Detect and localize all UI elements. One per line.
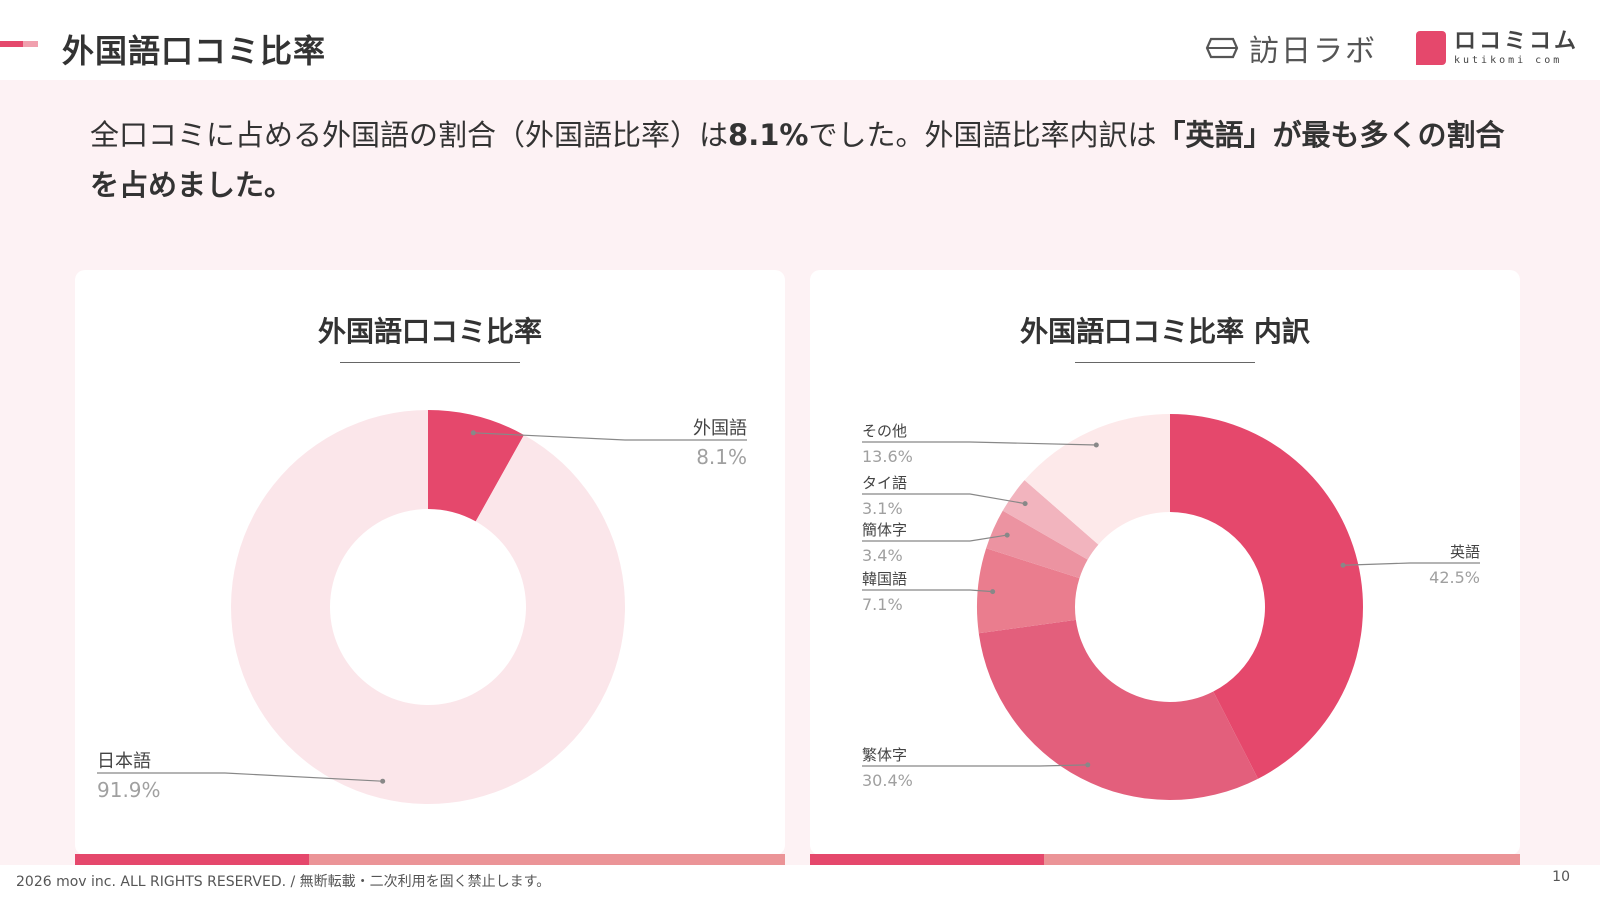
header: 外国語口コミ比率 訪日ラボ ロコミコム kutikomi com bbox=[0, 0, 1600, 80]
page-title: 外国語口コミ比率 bbox=[62, 32, 327, 70]
slice-label: 外国語 bbox=[693, 418, 747, 439]
foreign-breakdown-card: 外国語口コミ比率 内訳 英語 42.5% 繁体字 30.4% 韓国語 7.1% 簡体字 3.4… bbox=[810, 270, 1520, 865]
donut-slice bbox=[428, 410, 524, 522]
slice-label: タイ語 bbox=[862, 474, 907, 492]
slice-label: 韓国語 bbox=[862, 570, 907, 588]
leader-line bbox=[862, 534, 1008, 542]
leader-dot bbox=[1085, 762, 1091, 768]
leader-line bbox=[862, 589, 993, 593]
slice-value-label: 7.1% bbox=[862, 595, 903, 614]
donut-slice bbox=[978, 619, 1259, 801]
leader-line bbox=[97, 772, 383, 782]
title-underline bbox=[1075, 362, 1255, 363]
copyright-text: 2026 mov inc. ALL RIGHTS RESERVED. / 無断転… bbox=[16, 874, 551, 890]
leader-dot bbox=[1340, 562, 1346, 568]
speech-bubble-icon bbox=[1416, 31, 1446, 65]
chart-title: 外国語口コミ比率 bbox=[317, 315, 542, 348]
leader-dot bbox=[380, 778, 386, 784]
slice-label: 英語 bbox=[1450, 543, 1480, 561]
slice-label: 日本語 bbox=[97, 751, 151, 772]
lantern-icon bbox=[1205, 37, 1239, 59]
leader-line bbox=[862, 764, 1088, 767]
donut-slice bbox=[1024, 414, 1170, 545]
lead-highlight-lang: 「英語」が最も多くの割合を占めました。 bbox=[90, 118, 1505, 202]
foreign-ratio-card: 外国語口コミ比率 外国語 8.1% 日本語 91.9% bbox=[75, 270, 785, 865]
title-underline bbox=[340, 362, 520, 363]
card-footer-bar bbox=[75, 854, 785, 865]
donut-slice bbox=[1170, 414, 1363, 779]
kutikomi-logo: ロコミコム kutikomi com bbox=[1416, 28, 1579, 68]
houjin-lab-logo: 訪日ラボ bbox=[1205, 28, 1377, 69]
slice-value-label: 3.1% bbox=[862, 499, 903, 518]
lead-highlight-pct: 8.1% bbox=[728, 118, 809, 152]
logo1-text: 訪日ラボ bbox=[1249, 34, 1377, 69]
page-number: 10 bbox=[1552, 869, 1570, 885]
slice-value-label: 30.4% bbox=[862, 771, 913, 790]
lead-part-2: でした。外国語比率内訳は bbox=[808, 118, 1157, 152]
foreign-ratio-donut-chart: 外国語 8.1% 日本語 91.9% bbox=[97, 410, 747, 804]
leader-dot bbox=[1022, 501, 1028, 507]
card-footer-bar bbox=[810, 854, 1520, 865]
slice-value-label: 91.9% bbox=[97, 778, 161, 802]
donut-slice bbox=[986, 510, 1088, 579]
slice-value-label: 8.1% bbox=[696, 445, 747, 469]
leader-dot bbox=[470, 430, 476, 436]
slice-value-label: 42.5% bbox=[1429, 568, 1480, 587]
chart-title: 外国語口コミ比率 内訳 bbox=[1020, 315, 1310, 348]
leader-line bbox=[862, 493, 1026, 505]
content-area: 全口コミに占める外国語の割合（外国語比率）は8.1%でした。外国語比率内訳は「英… bbox=[0, 80, 1600, 865]
leader-line bbox=[862, 441, 1097, 446]
logo2-subtext: kutikomi com bbox=[1454, 54, 1563, 66]
donut-slice bbox=[977, 548, 1080, 634]
slice-label: 簡体字 bbox=[862, 521, 907, 539]
donut-slice bbox=[1002, 480, 1099, 560]
leader-line bbox=[1343, 562, 1480, 566]
logo2-text: ロコミコム bbox=[1454, 28, 1580, 54]
lead-part-1: 全口コミに占める外国語の割合（外国語比率）は bbox=[90, 118, 729, 152]
title-accent-bar bbox=[0, 41, 38, 47]
slice-value-label: 13.6% bbox=[862, 447, 913, 466]
leader-dot bbox=[1093, 442, 1099, 448]
slice-label: 繁体字 bbox=[862, 746, 907, 764]
leader-line bbox=[473, 432, 747, 441]
foreign-breakdown-donut-chart: 英語 42.5% 繁体字 30.4% 韓国語 7.1% 簡体字 3.4% タイ語 3.1% その他 1… bbox=[862, 414, 1480, 801]
leader-dot bbox=[990, 589, 996, 595]
slice-label: その他 bbox=[862, 422, 907, 440]
leader-dot bbox=[1004, 532, 1010, 538]
lead-text: 全口コミに占める外国語の割合（外国語比率）は8.1%でした。外国語比率内訳は「英… bbox=[90, 110, 1510, 210]
donut-slice bbox=[230, 410, 625, 804]
slice-value-label: 3.4% bbox=[862, 546, 903, 565]
